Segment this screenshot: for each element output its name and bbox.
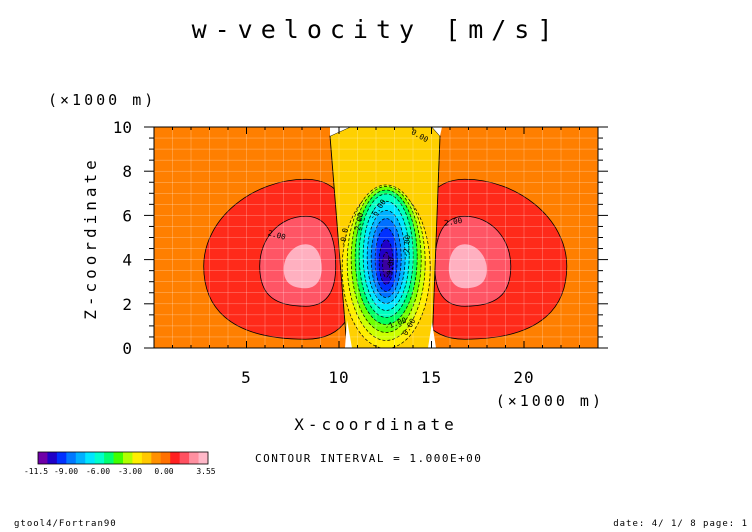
colorbar-tick-label: 3.55 [196, 467, 215, 476]
colorbar-tick-label: 0.00 [154, 467, 173, 476]
x-axis-label: X-coordinate [294, 415, 458, 434]
colorbar-swatch [94, 452, 105, 464]
colorbar-tick-label: -3.00 [118, 467, 142, 476]
colorbar-swatch [160, 452, 171, 464]
colorbar-swatch [189, 452, 199, 464]
colorbar-swatch [85, 452, 96, 464]
y-axis-label: Z-coordinate [81, 156, 100, 320]
colorbar-swatch [123, 452, 133, 464]
updraft-cell-right [412, 178, 568, 340]
chart-title: w-velocity [m/s] [192, 15, 561, 44]
colorbar-swatch [113, 452, 124, 464]
y-tick-label: 10 [113, 118, 132, 137]
missing-wedge-bottom-left [345, 320, 352, 348]
x-tick-label: 20 [513, 368, 534, 387]
colorbar-tick-label: -11.5 [24, 467, 48, 476]
x-tick-label: 5 [241, 368, 252, 387]
contour-label: -0.0 [338, 227, 350, 247]
colorbar-swatch [179, 452, 190, 464]
colorbar-swatch [198, 452, 209, 464]
plot-grid [154, 127, 598, 348]
contour-interval-text: CONTOUR INTERVAL = 1.000E+00 [255, 452, 482, 465]
colorbar-tick-label: -6.00 [86, 467, 110, 476]
colorbar-swatch [170, 452, 181, 464]
contour-label: 2.00 [444, 216, 464, 228]
y-tick-label: 6 [122, 206, 132, 225]
missing-wedge-bottom-right [428, 322, 436, 348]
x-tick-label: 15 [421, 368, 442, 387]
colorbar-swatch [38, 452, 48, 464]
colorbar-swatch [47, 452, 58, 464]
colorbar-swatch [151, 452, 162, 464]
contour-label: -2.00 [352, 211, 365, 235]
colorbar-swatch [104, 452, 114, 464]
colorbar-tick-label: -9.00 [54, 467, 78, 476]
y-tick-label: 0 [122, 339, 132, 358]
missing-wedge-top [330, 127, 350, 136]
contour-label: -2.00 [401, 234, 412, 258]
colorbar-swatch [56, 452, 67, 464]
colorbar-swatch [66, 452, 77, 464]
colorbar-frame [37, 451, 209, 465]
y-tick-label: 2 [122, 295, 132, 314]
y-unit-label: (×1000 m) [48, 91, 156, 109]
x-tick-label: 10 [328, 368, 349, 387]
y-tick-label: 4 [122, 251, 132, 270]
colorbar-swatch [141, 452, 152, 464]
contour-label: -9.00 [385, 256, 396, 280]
axes: 5 10 15 20 0 2 4 6 8 10 [113, 118, 608, 387]
missing-wedge-top-right [432, 127, 442, 136]
contour-plot: 0.00-0.0-2.00-6.00-9.00-2.00-1.000.002.0… [154, 127, 598, 348]
footer-date-page: date: 4/ 1/ 8 page: 1 [613, 519, 748, 529]
footer-program: gtool4/Fortran90 [14, 519, 117, 529]
y-tick-label: 8 [122, 162, 132, 181]
downdraft-column [329, 127, 441, 348]
contour-labels: 0.00-0.0-2.00-6.00-9.00-2.00-1.000.002.0… [267, 127, 464, 336]
x-unit-label: (×1000 m) [496, 392, 604, 410]
downdraft-level-10 [382, 251, 391, 278]
colorbar: -11.5 -9.00 -6.00 -3.00 0.00 3.55 [24, 451, 216, 476]
colorbar-swatch [132, 452, 143, 464]
colorbar-swatch [75, 452, 86, 464]
